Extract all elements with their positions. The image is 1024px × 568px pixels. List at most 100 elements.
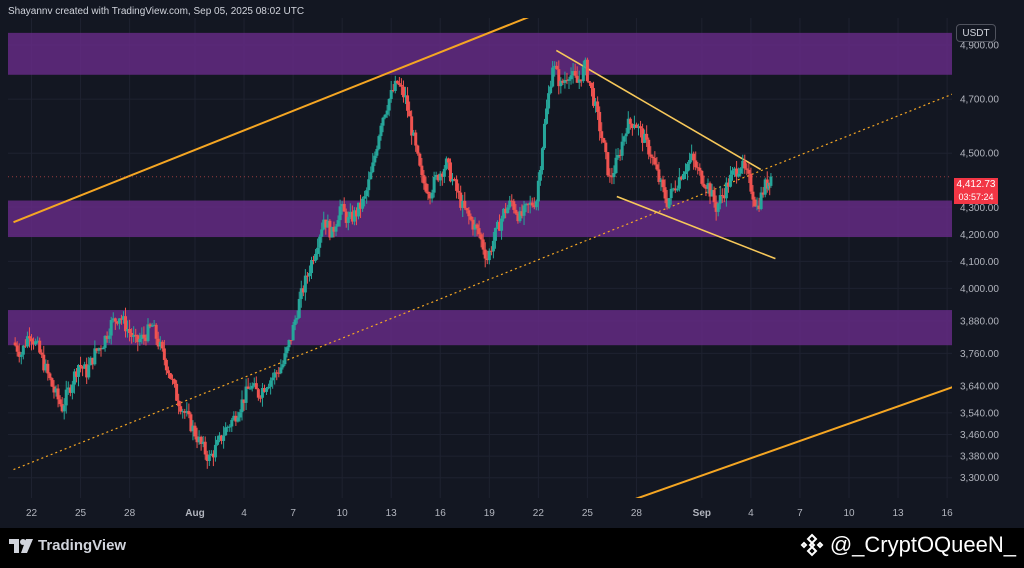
price-tick-label: 3,540.00: [960, 408, 999, 419]
candle-down: [477, 228, 481, 235]
candle-down: [657, 169, 661, 182]
time-tick-label: 4: [748, 508, 754, 519]
footer-bar: TradingView @_CryptOQueeN_: [0, 528, 1024, 568]
candle-up: [528, 202, 532, 205]
candle-down: [275, 372, 279, 374]
candle-up: [731, 170, 735, 175]
candle-up: [502, 208, 506, 219]
candle-down: [704, 186, 708, 189]
candle-up: [677, 177, 681, 189]
candle-up: [690, 153, 694, 160]
candle-down: [645, 133, 649, 140]
candle-up: [138, 338, 142, 343]
candle-down: [761, 192, 765, 195]
candle-up: [283, 353, 287, 365]
candle-up: [434, 174, 438, 177]
candle-down: [700, 170, 704, 184]
candle-up: [385, 110, 389, 115]
trendlines: [8, 18, 952, 498]
candle-down: [585, 59, 589, 82]
candle-up: [688, 159, 692, 164]
candle-up: [295, 317, 299, 320]
candle-up: [207, 455, 211, 462]
candle-up: [326, 220, 330, 228]
chart-background: [0, 0, 1024, 528]
candle-up: [21, 345, 25, 355]
time-tick-label: 7: [797, 508, 803, 519]
watermark-text: @_CryptOQueeN_: [829, 532, 1016, 557]
candle-up: [185, 411, 189, 413]
candle-down: [514, 209, 518, 214]
bar-countdown: 03:57:24: [958, 192, 994, 202]
price-axis[interactable]: 4,900.00 4,700.00 4,500.00 4,300.00 4,200.00…: [960, 41, 999, 485]
candle-up: [126, 329, 130, 332]
candle-up: [273, 372, 277, 378]
currency-button[interactable]: USDT: [956, 24, 996, 42]
candle-up: [534, 201, 538, 208]
candle-down: [38, 340, 42, 353]
candle-up: [297, 298, 301, 318]
candle-up: [545, 108, 549, 124]
candle-down: [714, 202, 718, 212]
candle-up: [381, 117, 385, 126]
candle-up: [209, 453, 213, 456]
candle-up: [369, 172, 373, 180]
candle-up: [309, 260, 313, 274]
time-tick-label: 7: [290, 508, 296, 519]
price-tick-label: 4,100.00: [960, 257, 999, 268]
candle-up: [44, 363, 48, 371]
candle-up: [197, 436, 201, 443]
candle-up: [318, 236, 322, 248]
time-axis[interactable]: 22 25 28 Aug 4 7 10 13 16 19 22 25 28 Sep 4 7 10 13 16: [26, 508, 953, 519]
candle-up: [393, 80, 397, 91]
candle-down: [144, 337, 148, 342]
candle-down: [722, 195, 726, 199]
candle-up: [322, 219, 326, 230]
candle-up: [522, 205, 526, 216]
candle-down: [156, 338, 160, 347]
candle-up: [107, 335, 111, 339]
candle-up: [671, 188, 675, 190]
candle-down: [655, 164, 659, 170]
candle-down: [587, 81, 591, 83]
candle-down: [634, 124, 638, 128]
candle-up: [567, 79, 571, 81]
candle-up: [363, 196, 367, 199]
price-chart[interactable]: 4,900.00 4,700.00 4,500.00 4,300.00 4,200.00…: [0, 0, 1024, 528]
candle-down: [211, 453, 215, 458]
candle-down: [446, 158, 450, 163]
candle-down: [479, 234, 483, 240]
candle-down: [183, 411, 187, 413]
candle-down: [651, 156, 655, 159]
candle-up: [64, 389, 68, 406]
candle-down: [179, 406, 183, 412]
candle-down: [692, 153, 696, 161]
candle-down: [743, 160, 747, 169]
candle-up: [684, 171, 687, 175]
candle-down: [420, 165, 424, 176]
candle-down: [753, 199, 757, 207]
candle-up: [451, 179, 455, 182]
candle-up: [140, 334, 144, 339]
candle-down: [530, 202, 534, 206]
candle-up: [117, 318, 121, 324]
candle-down: [164, 359, 168, 371]
candles: [13, 57, 773, 469]
candle-up: [569, 75, 573, 80]
candle-up: [89, 357, 93, 366]
candle-down: [166, 370, 170, 374]
candle-down: [177, 400, 181, 407]
candle-down: [483, 249, 487, 259]
candle-down: [526, 203, 530, 205]
candle-down: [663, 187, 667, 199]
candle-up: [636, 126, 640, 128]
candle-down: [512, 201, 516, 210]
candle-up: [728, 174, 732, 187]
candle-down: [696, 167, 700, 169]
candle-up: [536, 180, 540, 202]
candle-down: [359, 202, 363, 209]
candle-down: [187, 411, 191, 415]
candle-up: [132, 334, 136, 338]
candle-down: [262, 387, 266, 392]
candle-down: [289, 340, 293, 342]
